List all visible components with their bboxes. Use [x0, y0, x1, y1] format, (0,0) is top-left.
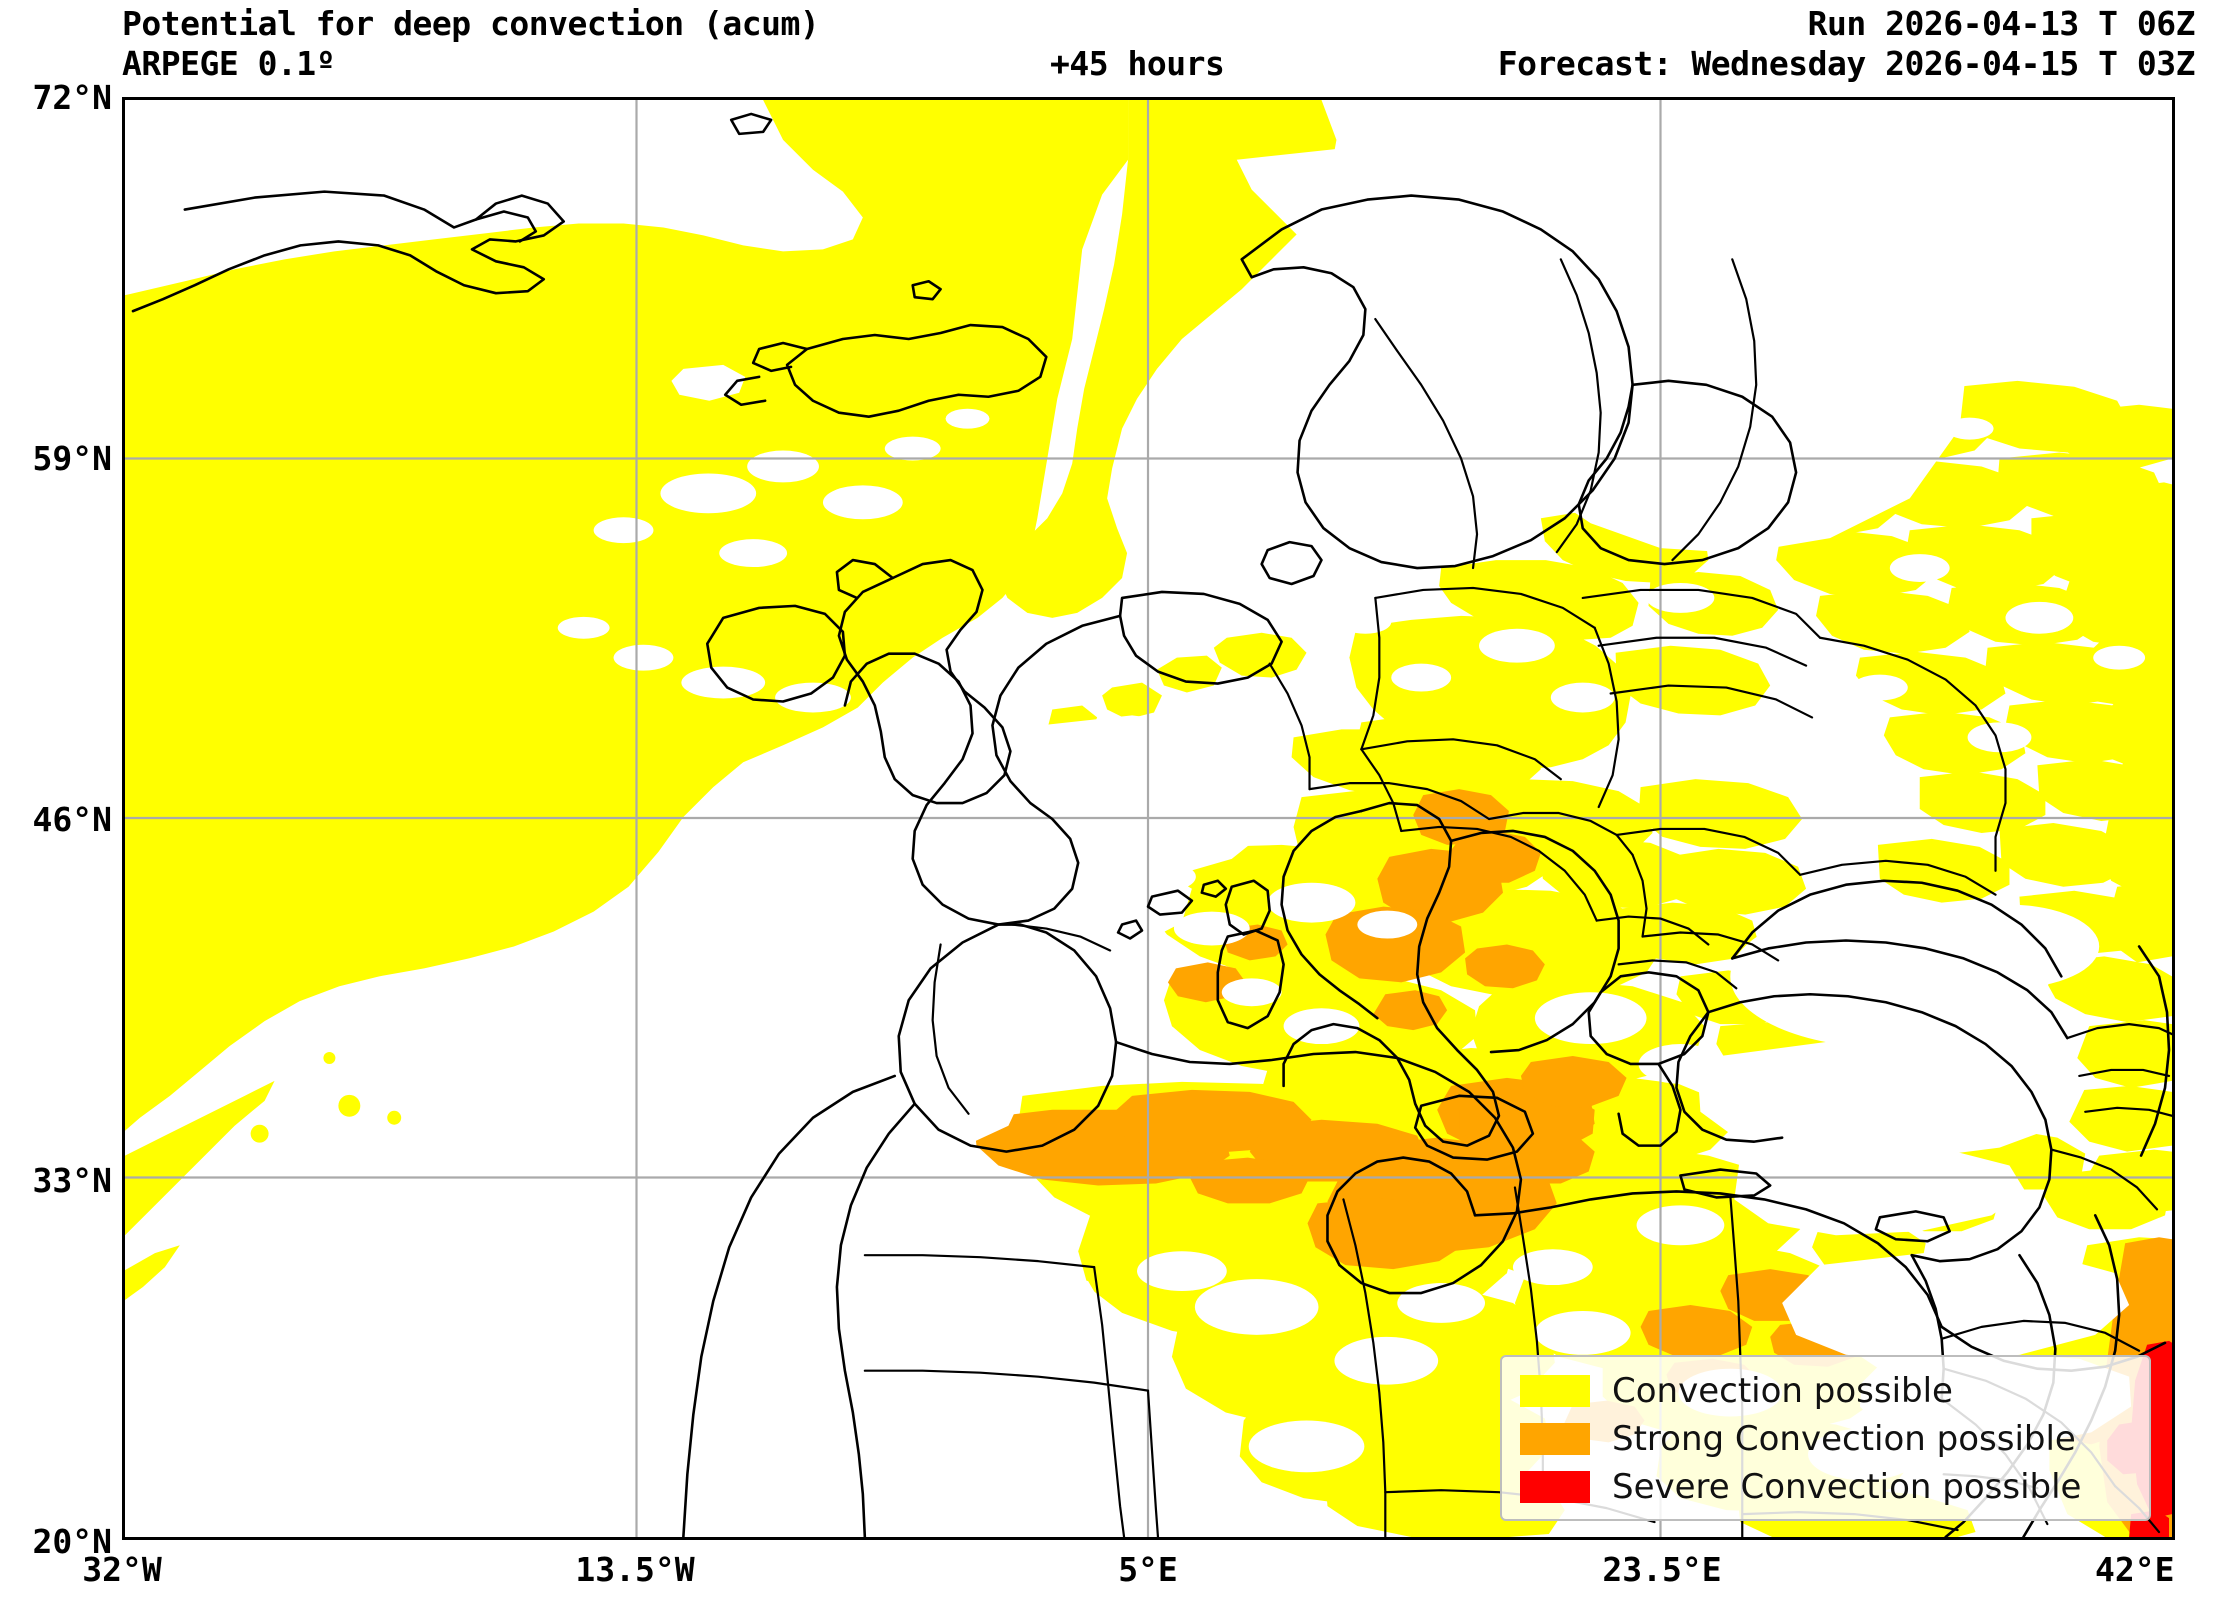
- legend-swatch-red: [1520, 1471, 1590, 1503]
- y-tick-59n: 59°N: [32, 439, 112, 478]
- x-tick-42e: 42°E: [2095, 1550, 2175, 1589]
- y-tick-20n: 20°N: [32, 1522, 112, 1561]
- legend: Convection possible Strong Convection po…: [1500, 1355, 2151, 1521]
- legend-swatch-yellow: [1520, 1375, 1590, 1407]
- y-tick-46n: 46°N: [32, 800, 112, 839]
- legend-item-strong-convection: Strong Convection possible: [1520, 1415, 2135, 1463]
- x-tick-13-5w: 13.5°W: [575, 1550, 695, 1589]
- x-tick-5e: 5°E: [1118, 1550, 1178, 1589]
- y-tick-33n: 33°N: [32, 1161, 112, 1200]
- run-datetime-label: Run 2026-04-13 T 06Z: [1807, 4, 2196, 43]
- x-tick-32w: 32°W: [82, 1550, 162, 1589]
- legend-item-severe-convection: Severe Convection possible: [1520, 1463, 2135, 1511]
- x-tick-23-5e: 23.5°E: [1602, 1550, 1722, 1589]
- forecast-datetime-label: Forecast: Wednesday 2026-04-15 T 03Z: [1497, 44, 2196, 83]
- model-name-label: ARPEGE 0.1º: [122, 44, 336, 83]
- page-title: Potential for deep convection (acum): [122, 4, 820, 43]
- legend-label-severe-convection: Severe Convection possible: [1612, 1467, 2082, 1507]
- gridlines: [125, 100, 2172, 1537]
- legend-item-convection: Convection possible: [1520, 1367, 2135, 1415]
- convection-map: [125, 100, 2172, 1537]
- y-tick-72n: 72°N: [32, 78, 112, 117]
- legend-label-strong-convection: Strong Convection possible: [1612, 1419, 2076, 1459]
- legend-label-convection: Convection possible: [1612, 1371, 1953, 1411]
- legend-swatch-orange: [1520, 1423, 1590, 1455]
- lead-time-label: +45 hours: [1050, 44, 1225, 83]
- coastline-layer: [131, 112, 2171, 1537]
- map-plot-area: [122, 97, 2175, 1540]
